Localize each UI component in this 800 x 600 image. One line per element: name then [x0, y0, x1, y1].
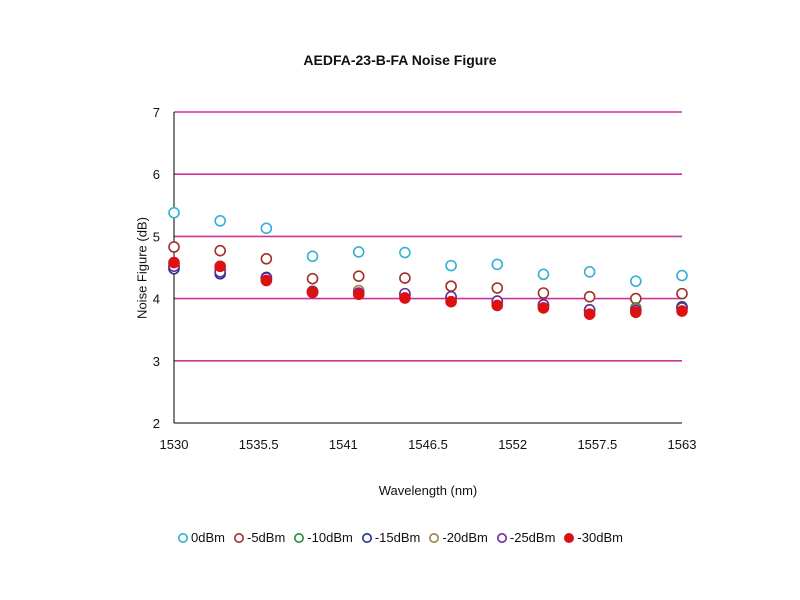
data-point--5dBm	[214, 244, 226, 257]
legend-item: -20dBm	[428, 530, 488, 545]
data-point-0dBm	[399, 246, 411, 259]
data-point--5dBm	[168, 241, 180, 253]
legend-item: -30dBm	[563, 530, 623, 545]
data-point-0dBm	[583, 266, 596, 278]
data-point--30dBm	[260, 274, 273, 287]
data-point--5dBm	[537, 287, 550, 299]
data-point--30dBm	[352, 288, 365, 301]
legend: 0dBm -5dBm -10dBm -15dBm -20dBm -25dBm -30dBm	[0, 530, 800, 545]
data-point--5dBm	[352, 270, 365, 283]
legend-label: -20dBm	[442, 530, 488, 545]
data-point-0dBm	[352, 246, 365, 258]
data-point-0dBm	[676, 269, 688, 282]
data-point--5dBm	[491, 282, 504, 294]
x-tick-label: 1557.5	[577, 437, 617, 452]
legend-marker	[564, 532, 575, 543]
data-point--30dBm	[168, 256, 180, 269]
data-point--5dBm	[676, 287, 688, 300]
x-tick-label: 1546.5	[408, 437, 448, 452]
x-axis-label: Wavelength (nm)	[378, 483, 478, 498]
x-tick-label: 1552	[498, 437, 527, 452]
y-tick-label: 7	[153, 105, 160, 120]
data-point-0dBm	[168, 206, 180, 219]
data-point--30dBm	[537, 302, 550, 314]
data-point-0dBm	[630, 275, 642, 287]
x-tick-label: 1530	[160, 437, 189, 452]
legend-label: -10dBm	[307, 530, 353, 545]
y-tick-label: 4	[153, 292, 160, 307]
legend-item: 0dBm	[177, 530, 225, 545]
legend-label: 0dBm	[191, 530, 225, 545]
data-point--5dBm	[445, 280, 457, 292]
y-tick-label: 5	[153, 229, 160, 244]
chart-title: AEDFA-23-B-FA Noise Figure	[303, 52, 497, 68]
data-point--30dBm	[306, 286, 319, 299]
legend-item: -25dBm	[496, 530, 556, 545]
data-point--30dBm	[491, 299, 504, 312]
legend-marker	[178, 532, 189, 543]
y-axis-label: Noise Figure (dB)	[134, 217, 150, 319]
data-point--5dBm	[260, 252, 273, 265]
legend-label: -5dBm	[247, 530, 286, 545]
legend-marker	[234, 532, 244, 543]
legend-label: -30dBm	[577, 530, 623, 545]
data-point--30dBm	[399, 292, 411, 304]
x-tick-label: 1563	[668, 437, 697, 452]
data-point--30dBm	[630, 306, 642, 319]
data-point-0dBm	[306, 250, 319, 263]
data-point-0dBm	[491, 258, 504, 271]
legend-item: -15dBm	[361, 530, 421, 545]
data-point--5dBm	[306, 272, 319, 285]
data-point-0dBm	[537, 268, 550, 281]
data-point-0dBm	[214, 215, 226, 227]
x-tick-label: 1535.5	[239, 437, 279, 452]
legend-marker	[496, 532, 507, 543]
legend-marker	[429, 532, 440, 543]
legend-marker	[294, 532, 305, 543]
data-point--30dBm	[214, 260, 226, 273]
y-tick-label: 3	[153, 354, 160, 369]
data-point--30dBm	[445, 295, 457, 308]
y-tick-label: 2	[153, 416, 160, 431]
data-point-0dBm	[445, 259, 457, 272]
data-point--5dBm	[583, 290, 596, 303]
y-tick-label: 6	[153, 167, 160, 182]
data-point--5dBm	[630, 292, 642, 305]
legend-marker	[361, 532, 372, 543]
data-point-0dBm	[260, 222, 273, 235]
x-tick-label: 1541	[329, 437, 358, 452]
legend-label: -15dBm	[374, 530, 421, 545]
legend-item: -10dBm	[293, 530, 353, 545]
data-point--30dBm	[676, 305, 688, 317]
legend-label: -25dBm	[509, 530, 556, 545]
legend-item: -5dBm	[233, 530, 285, 545]
data-point--5dBm	[399, 272, 411, 284]
data-point--30dBm	[583, 308, 596, 320]
